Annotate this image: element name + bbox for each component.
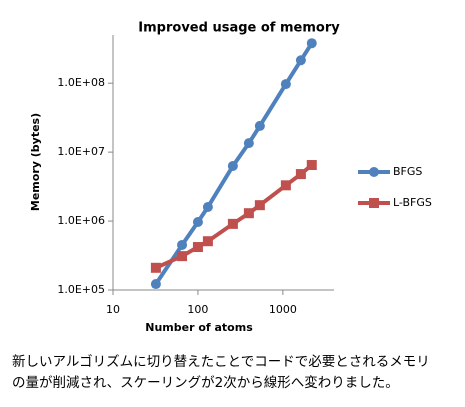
legend-label: L-BFGS [393, 196, 432, 209]
chart: Improved usage of memory Number of atoms… [29, 21, 432, 335]
y-tick-label: 1.0E+06 [57, 214, 105, 227]
chart-title: Improved usage of memory [138, 21, 340, 36]
y-tick-label: 1.0E+08 [57, 76, 105, 89]
y-tick-label: 1.0E+07 [57, 145, 105, 158]
marker [177, 239, 188, 250]
marker [295, 55, 306, 66]
marker [254, 120, 265, 131]
x-tick-label: 10 [106, 303, 120, 316]
marker [150, 279, 161, 290]
caption-line: の量が削減され、スケーリングが2次から線形へ変わりました。 [12, 375, 399, 391]
marker [227, 160, 238, 171]
marker [202, 201, 213, 212]
marker [150, 262, 161, 273]
marker [243, 208, 254, 219]
legend-label: BFGS [393, 165, 422, 178]
y-tick-label: 1.0E+05 [57, 283, 105, 296]
marker [295, 169, 306, 180]
marker [192, 216, 203, 227]
x-tick-label: 1000 [269, 303, 297, 316]
caption-line: 新しいアルゴリズムに切り替えたことでコードで必要とされるメモリ [12, 354, 430, 370]
marker [227, 218, 238, 229]
x-axis-title: Number of atoms [145, 321, 253, 334]
marker [192, 242, 203, 253]
marker [306, 38, 317, 49]
series-line [154, 42, 314, 286]
marker [202, 236, 213, 247]
marker [280, 79, 291, 90]
marker [306, 160, 317, 171]
y-axis-title: Memory (bytes) [29, 113, 42, 211]
legend-marker [369, 198, 379, 208]
x-tick-label: 100 [187, 303, 208, 316]
marker [177, 251, 188, 262]
marker [243, 138, 254, 149]
marker [280, 180, 291, 191]
series-line [155, 163, 314, 270]
legend-marker [369, 167, 379, 177]
marker [254, 200, 265, 211]
